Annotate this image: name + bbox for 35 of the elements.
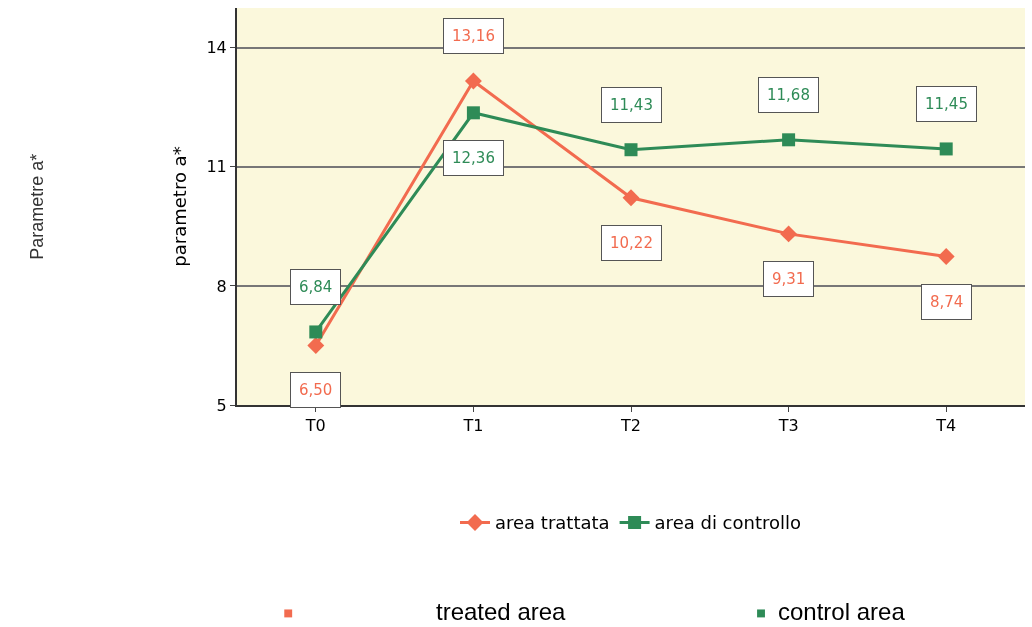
y-tick-label: 5 (216, 395, 227, 415)
x-tick-label: T2 (620, 416, 641, 436)
data-label: 11,68 (767, 86, 810, 104)
point (466, 106, 480, 120)
point (307, 337, 325, 354)
text: Parametre a* (26, 153, 47, 260)
data-label: 13,16 (452, 27, 495, 45)
point (464, 72, 482, 90)
x-tick-label: T1 (462, 416, 484, 436)
x-tick-label: T0 (304, 416, 326, 436)
point (782, 133, 796, 147)
point (622, 189, 640, 207)
data-label: 6,50 (299, 381, 333, 399)
data-label: 11,45 (925, 95, 968, 113)
data-label: 8,74 (930, 293, 964, 311)
y-axis-title: parametro a* (169, 146, 191, 267)
point (624, 143, 638, 157)
legend-label: area di controllo (654, 512, 802, 534)
point (937, 248, 955, 265)
data-label: 9,31 (772, 270, 806, 288)
point (939, 142, 953, 156)
data-label: 10,22 (610, 234, 653, 252)
x-tick-label: T3 (777, 416, 799, 436)
data-label: 6,84 (299, 278, 333, 296)
y-tick-label: 14 (206, 38, 227, 58)
point (780, 225, 798, 243)
point (309, 325, 323, 339)
text: treated area (436, 598, 567, 625)
text: control area (778, 598, 906, 625)
y-tick-label: 11 (206, 157, 227, 177)
legend-label: area trattata (495, 512, 610, 534)
data-label: 11,43 (610, 96, 653, 114)
y-tick-label: 8 (216, 276, 227, 296)
data-label: 12,36 (452, 149, 495, 167)
x-tick-label: T4 (935, 416, 957, 436)
